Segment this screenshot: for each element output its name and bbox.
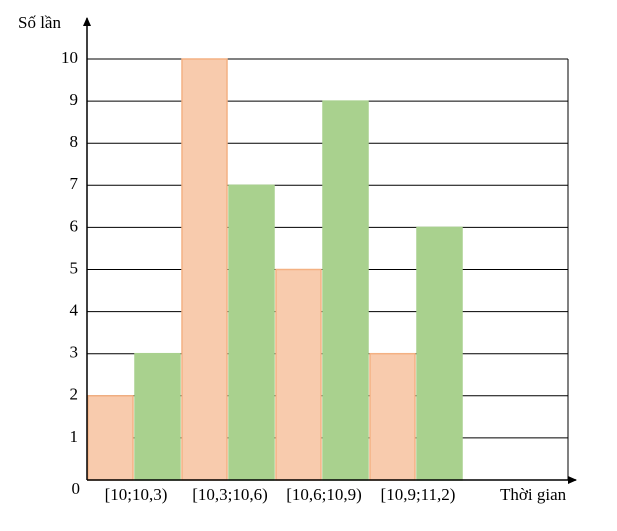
x-axis-label: Thời gian: [500, 485, 567, 504]
x-tick-label: [10,3;10,6): [192, 485, 268, 504]
bar: [275, 268, 322, 481]
bar: [228, 184, 275, 481]
y-tick-label: 1: [70, 427, 79, 446]
bar: [369, 352, 416, 481]
x-tick-label: [10,6;10,9): [286, 485, 362, 504]
x-tick-label: [10,9;11,2): [381, 485, 456, 504]
bar: [416, 226, 463, 481]
y-tick-label: 7: [70, 174, 79, 193]
y-tick-label: 0: [72, 479, 81, 498]
y-tick-label: 3: [70, 343, 79, 362]
bar: [322, 100, 369, 481]
bar: [87, 395, 134, 481]
y-tick-label: 10: [61, 48, 78, 67]
bar: [181, 58, 228, 481]
y-tick-label: 8: [70, 132, 79, 151]
x-tick-label: [10;10,3): [105, 485, 168, 504]
y-tick-label: 2: [70, 385, 79, 404]
y-axis-label: Số lần: [18, 13, 61, 32]
y-tick-label: 9: [70, 90, 79, 109]
y-tick-label: 4: [70, 301, 79, 320]
bar: [134, 352, 181, 481]
y-tick-label: 5: [70, 258, 79, 277]
y-tick-label: 6: [70, 216, 79, 235]
